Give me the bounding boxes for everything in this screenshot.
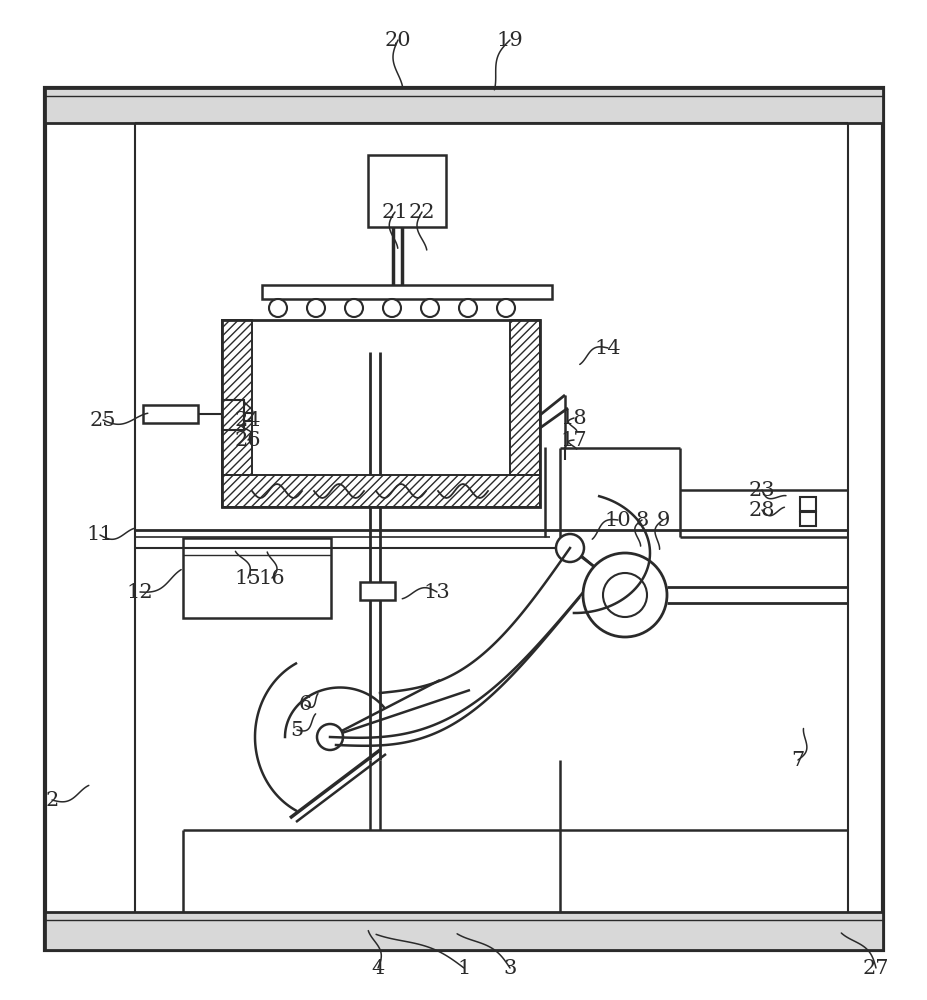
Bar bbox=[183, 538, 331, 618]
Text: 25: 25 bbox=[90, 410, 116, 430]
Bar bbox=[44, 912, 883, 950]
Text: 2: 2 bbox=[45, 790, 58, 810]
Circle shape bbox=[582, 553, 667, 637]
Text: 18: 18 bbox=[560, 408, 587, 428]
Circle shape bbox=[345, 299, 362, 317]
Bar bbox=[222, 320, 252, 475]
Bar bbox=[360, 582, 395, 600]
Bar bbox=[143, 405, 197, 423]
Circle shape bbox=[269, 299, 286, 317]
Text: 23: 23 bbox=[748, 481, 774, 499]
Text: 24: 24 bbox=[235, 410, 261, 430]
Bar bbox=[222, 400, 244, 430]
Bar bbox=[222, 400, 244, 430]
Bar bbox=[510, 320, 540, 475]
Bar bbox=[222, 475, 540, 507]
Text: 22: 22 bbox=[408, 202, 435, 222]
Text: 14: 14 bbox=[594, 338, 621, 358]
Bar bbox=[252, 320, 510, 420]
Text: 3: 3 bbox=[502, 958, 516, 978]
Text: 15: 15 bbox=[235, 568, 261, 587]
Text: 11: 11 bbox=[86, 526, 113, 544]
Bar bbox=[368, 155, 446, 227]
Bar bbox=[44, 88, 883, 123]
Bar bbox=[261, 285, 552, 299]
Bar bbox=[222, 320, 252, 475]
Circle shape bbox=[421, 299, 438, 317]
Circle shape bbox=[383, 299, 400, 317]
Text: 16: 16 bbox=[259, 568, 285, 587]
Bar bbox=[799, 497, 815, 511]
Bar bbox=[222, 475, 540, 507]
Text: 27: 27 bbox=[862, 958, 888, 978]
Text: 7: 7 bbox=[791, 750, 804, 770]
Text: 10: 10 bbox=[604, 510, 630, 530]
Bar bbox=[244, 413, 252, 421]
Bar bbox=[510, 320, 540, 475]
Text: 26: 26 bbox=[235, 430, 261, 450]
Text: 12: 12 bbox=[127, 582, 153, 601]
Circle shape bbox=[497, 299, 514, 317]
Text: 8: 8 bbox=[635, 510, 648, 530]
Circle shape bbox=[307, 299, 324, 317]
Text: 5: 5 bbox=[290, 720, 303, 740]
Circle shape bbox=[459, 299, 476, 317]
Text: 19: 19 bbox=[496, 30, 523, 49]
Text: 4: 4 bbox=[371, 958, 384, 978]
Circle shape bbox=[603, 573, 646, 617]
Circle shape bbox=[317, 724, 343, 750]
Text: 6: 6 bbox=[298, 696, 311, 714]
Text: 9: 9 bbox=[655, 510, 669, 530]
Text: 20: 20 bbox=[385, 30, 411, 49]
Bar bbox=[222, 400, 244, 430]
Bar bbox=[222, 320, 540, 507]
Text: 1: 1 bbox=[457, 958, 470, 978]
Bar bbox=[799, 512, 815, 526]
Circle shape bbox=[555, 534, 583, 562]
Text: 21: 21 bbox=[381, 202, 408, 222]
Bar bbox=[44, 88, 883, 950]
Text: 28: 28 bbox=[748, 500, 774, 520]
Bar bbox=[252, 320, 510, 475]
Text: 17: 17 bbox=[560, 430, 587, 450]
Text: 13: 13 bbox=[423, 582, 450, 601]
